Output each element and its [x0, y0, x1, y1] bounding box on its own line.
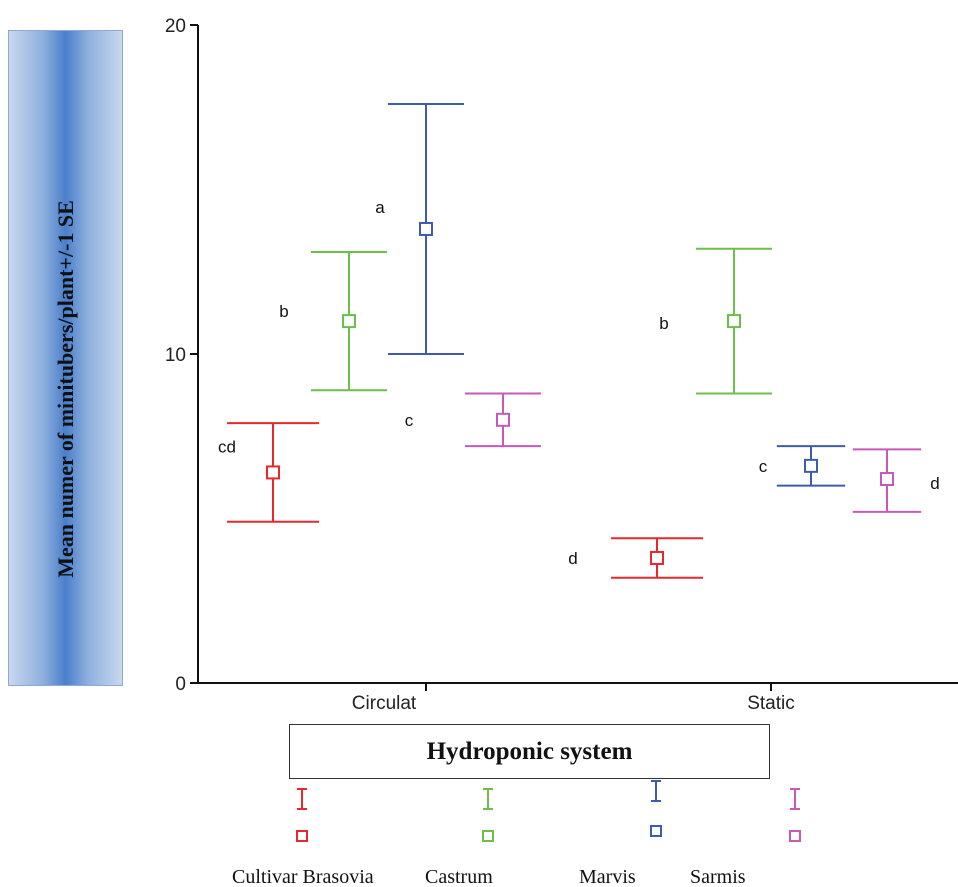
mean-marker [727, 314, 741, 329]
significance-letter: d [930, 474, 939, 493]
mean-marker [342, 314, 356, 329]
legend-marker [482, 830, 494, 842]
significance-letter: d [568, 549, 577, 568]
error-bar [696, 247, 772, 395]
significance-letter: c [759, 457, 768, 476]
legend-marker [789, 830, 801, 842]
mean-marker [804, 458, 818, 473]
mean-marker [266, 465, 280, 480]
legend-item: Castrum [425, 788, 494, 887]
significance-letter: b [659, 314, 668, 333]
significance-letter: c [405, 411, 414, 430]
mean-marker [650, 550, 664, 565]
legend-label: Sarmis [690, 866, 746, 887]
significance-letter: cd [218, 437, 236, 456]
y-tick-label: 0 [175, 674, 186, 695]
error-bar [465, 392, 541, 448]
mean-marker [880, 472, 894, 487]
y-tick-label: 20 [165, 16, 186, 37]
error-bar [611, 537, 703, 579]
error-bar [388, 102, 464, 355]
y-tick-label: 10 [165, 345, 186, 366]
error-bar [776, 445, 846, 487]
significance-letter: b [279, 302, 288, 321]
legend-marker [296, 830, 308, 842]
significance-letter: a [375, 198, 385, 217]
x-tick-label: Static [747, 693, 795, 714]
mean-marker [496, 412, 510, 427]
legend-label: Cultivar Brasovia [232, 866, 374, 887]
error-bar [311, 251, 387, 392]
legend-item: Marvis [579, 780, 662, 887]
legend-item: Sarmis [690, 788, 801, 887]
legend-label: Marvis [579, 866, 636, 887]
error-bar [227, 422, 319, 523]
legend-label: Castrum [425, 866, 493, 887]
x-axis-label: Hydroponic system [426, 737, 633, 765]
legend-marker [650, 825, 662, 837]
x-axis-label-box: Hydroponic system [289, 724, 770, 779]
legend-item: Cultivar Brasovia [232, 788, 374, 887]
error-bar [852, 448, 922, 513]
x-tick-label: Circulat [352, 693, 417, 714]
y-axis-label-box: Mean numer of minitubers/plant+/-1 SE [8, 30, 123, 686]
mean-marker [419, 221, 433, 236]
